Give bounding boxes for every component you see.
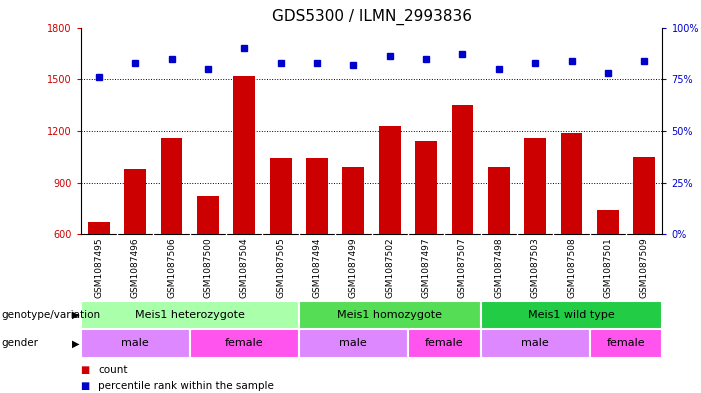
- Text: GSM1087506: GSM1087506: [167, 237, 176, 298]
- Text: female: female: [425, 338, 463, 349]
- Text: GSM1087497: GSM1087497: [421, 237, 430, 298]
- Text: GSM1087495: GSM1087495: [95, 237, 103, 298]
- Text: GSM1087494: GSM1087494: [313, 237, 322, 298]
- Text: Meis1 heterozygote: Meis1 heterozygote: [135, 310, 245, 320]
- Bar: [415, 141, 437, 234]
- Text: male: male: [121, 338, 149, 349]
- Bar: [81, 301, 299, 329]
- Bar: [342, 167, 365, 234]
- Text: percentile rank within the sample: percentile rank within the sample: [98, 381, 274, 391]
- Text: GSM1087498: GSM1087498: [494, 237, 503, 298]
- Text: GSM1087505: GSM1087505: [276, 237, 285, 298]
- Bar: [481, 301, 662, 329]
- Text: GSM1087499: GSM1087499: [349, 237, 358, 298]
- Text: female: female: [225, 338, 264, 349]
- Text: Meis1 wild type: Meis1 wild type: [528, 310, 615, 320]
- Bar: [88, 222, 109, 234]
- Bar: [270, 158, 292, 234]
- Bar: [233, 76, 255, 234]
- Text: GSM1087496: GSM1087496: [130, 237, 139, 298]
- Bar: [124, 169, 146, 234]
- Text: GSM1087504: GSM1087504: [240, 237, 249, 298]
- Text: GSM1087507: GSM1087507: [458, 237, 467, 298]
- Text: GSM1087502: GSM1087502: [386, 237, 394, 298]
- Text: male: male: [339, 338, 367, 349]
- Text: GSM1087501: GSM1087501: [604, 237, 613, 298]
- Text: gender: gender: [1, 338, 39, 349]
- Bar: [197, 196, 219, 234]
- Bar: [81, 329, 190, 358]
- Text: ■: ■: [81, 381, 90, 391]
- Bar: [481, 329, 590, 358]
- Bar: [561, 134, 583, 234]
- Bar: [190, 329, 299, 358]
- Bar: [306, 158, 328, 234]
- Text: female: female: [607, 338, 646, 349]
- Bar: [451, 105, 473, 234]
- Bar: [408, 329, 481, 358]
- Text: count: count: [98, 365, 128, 375]
- Bar: [488, 167, 510, 234]
- Bar: [299, 329, 408, 358]
- Bar: [299, 301, 481, 329]
- Bar: [597, 210, 619, 234]
- Bar: [590, 329, 662, 358]
- Text: ▶: ▶: [72, 338, 79, 349]
- Text: male: male: [522, 338, 549, 349]
- Title: GDS5300 / ILMN_2993836: GDS5300 / ILMN_2993836: [271, 9, 472, 25]
- Bar: [379, 126, 401, 234]
- Text: ■: ■: [81, 365, 90, 375]
- Text: GSM1087500: GSM1087500: [203, 237, 212, 298]
- Bar: [524, 138, 546, 234]
- Text: GSM1087503: GSM1087503: [531, 237, 540, 298]
- Text: ▶: ▶: [72, 310, 79, 320]
- Text: GSM1087509: GSM1087509: [640, 237, 648, 298]
- Bar: [634, 157, 655, 234]
- Text: GSM1087508: GSM1087508: [567, 237, 576, 298]
- Bar: [161, 138, 182, 234]
- Text: Meis1 homozygote: Meis1 homozygote: [337, 310, 442, 320]
- Text: genotype/variation: genotype/variation: [1, 310, 100, 320]
